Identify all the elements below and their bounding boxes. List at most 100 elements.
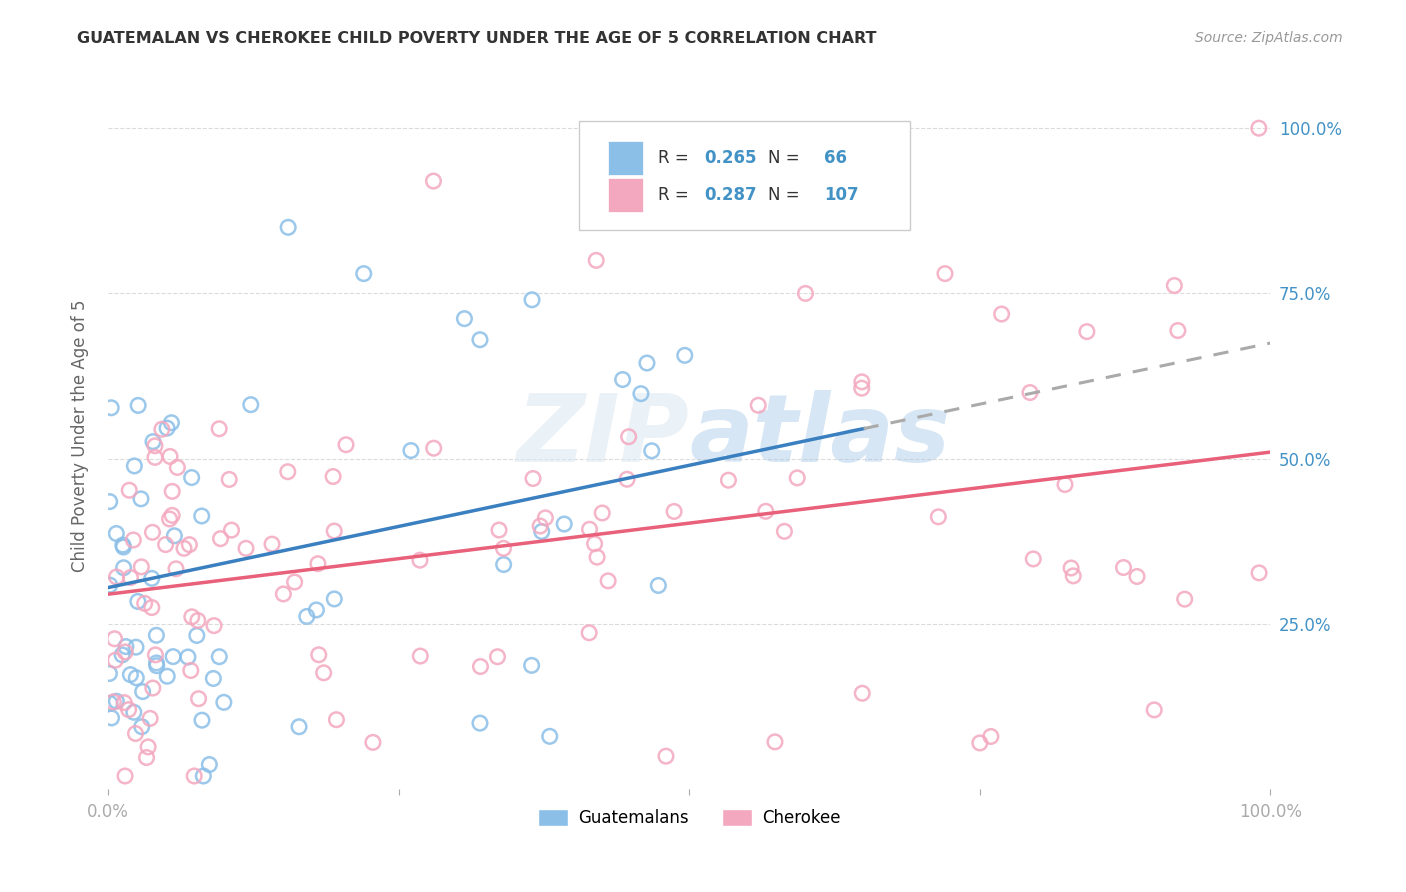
Point [312,665,335,680]
Point [159,512,181,526]
Point [630,386,652,401]
Point [112,696,135,710]
Point [851,375,873,389]
Point [636,356,658,370]
Point [165,562,187,576]
Point [323,591,346,606]
Point [422,174,444,188]
Point [212,695,235,709]
Point [763,735,786,749]
Point [538,729,561,743]
Point [520,293,543,307]
Point [145,648,167,662]
Point [155,538,177,552]
Point [492,541,515,556]
Point [617,430,640,444]
Point [115,640,138,654]
Point [118,483,141,498]
FancyBboxPatch shape [607,141,643,175]
Point [1053,477,1076,491]
Point [530,524,553,539]
Point [208,649,231,664]
Point [851,686,873,700]
Point [202,672,225,686]
Point [612,372,634,386]
Point [1249,566,1271,580]
Point [208,422,231,436]
Point [1112,560,1135,574]
Point [325,713,347,727]
Point [198,757,221,772]
Point [98,494,121,508]
Point [235,541,257,556]
Point [162,649,184,664]
Point [980,730,1002,744]
Point [114,645,136,659]
Point [488,523,510,537]
Point [160,484,183,499]
Point [112,561,135,575]
Point [135,750,157,764]
Text: atlas: atlas [689,390,950,482]
Point [142,434,165,449]
Point [578,625,600,640]
Point [990,307,1012,321]
Point [127,399,149,413]
Point [218,472,240,486]
Point [583,537,606,551]
Point [934,267,956,281]
Point [104,653,127,667]
Text: 66: 66 [824,149,846,167]
Point [143,450,166,465]
Point [591,506,613,520]
Point [136,739,159,754]
Text: GUATEMALAN VS CHEROKEE CHILD POVERTY UNDER THE AGE OF 5 CORRELATION CHART: GUATEMALAN VS CHEROKEE CHILD POVERTY UND… [77,31,877,46]
Point [277,465,299,479]
Point [125,640,148,655]
Text: ZIP: ZIP [516,390,689,482]
Point [794,286,817,301]
Point [166,460,188,475]
Text: 107: 107 [824,186,859,204]
Point [156,669,179,683]
Point [112,540,135,554]
Point [120,667,142,681]
Point [277,220,299,235]
Point [492,558,515,572]
Point [145,656,167,670]
Point [468,716,491,731]
Point [1247,121,1270,136]
Point [103,695,125,709]
Point [239,398,262,412]
Y-axis label: Child Poverty Under the Age of 5: Child Poverty Under the Age of 5 [72,300,89,572]
Point [134,596,156,610]
Point [131,559,153,574]
Point [641,443,664,458]
Point [160,416,183,430]
Point [160,508,183,523]
Text: Source: ZipAtlas.com: Source: ZipAtlas.com [1195,31,1343,45]
Point [522,471,544,485]
Point [851,381,873,395]
Point [598,574,620,588]
Point [409,553,432,567]
Text: N =: N = [768,149,806,167]
Point [98,666,121,681]
Text: 0.287: 0.287 [704,186,756,204]
Point [1174,592,1197,607]
Point [969,736,991,750]
Point [209,532,232,546]
Point [145,628,167,642]
Point [586,550,609,565]
Point [98,696,121,710]
Point [534,511,557,525]
Point [129,491,152,506]
Point [927,509,949,524]
Point [100,401,122,415]
Point [193,769,215,783]
Point [131,684,153,698]
Point [662,504,685,518]
Point [103,632,125,646]
Point [1022,552,1045,566]
Point [399,443,422,458]
